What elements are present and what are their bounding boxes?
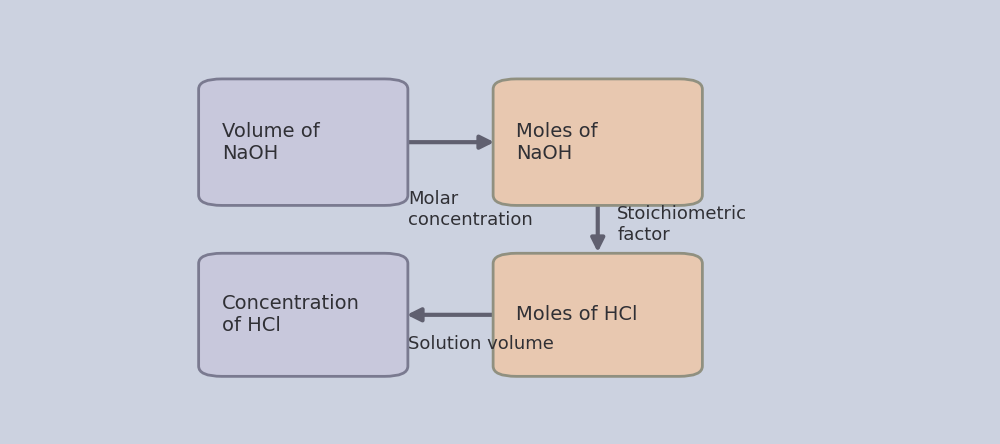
- Text: Molar
concentration: Molar concentration: [408, 190, 533, 229]
- Text: Moles of HCl: Moles of HCl: [516, 305, 638, 324]
- Text: Concentration
of HCl: Concentration of HCl: [222, 294, 360, 335]
- FancyBboxPatch shape: [199, 253, 408, 377]
- FancyBboxPatch shape: [493, 79, 702, 206]
- Text: Solution volume: Solution volume: [408, 335, 554, 353]
- Text: Volume of
NaOH: Volume of NaOH: [222, 122, 320, 163]
- FancyBboxPatch shape: [493, 253, 702, 377]
- FancyBboxPatch shape: [199, 79, 408, 206]
- Text: Moles of
NaOH: Moles of NaOH: [516, 122, 598, 163]
- Text: Stoichiometric
factor: Stoichiometric factor: [617, 205, 747, 244]
